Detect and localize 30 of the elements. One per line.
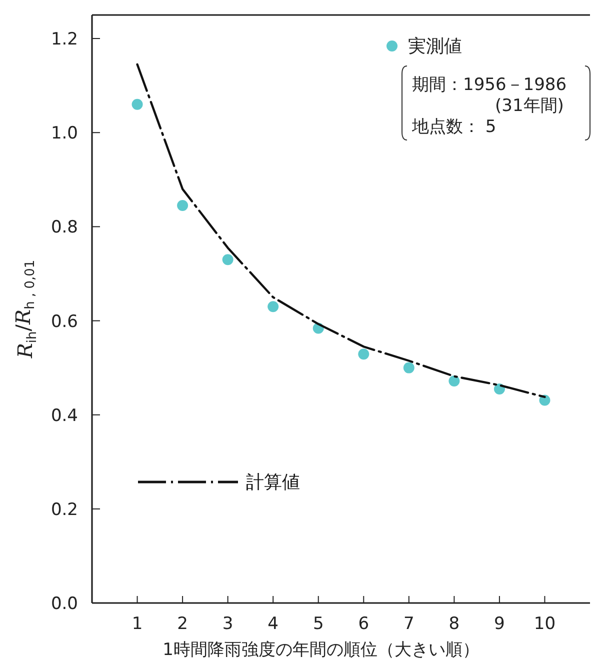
annotation: 地点数： 5 xyxy=(411,117,496,137)
x-tick-label: 3 xyxy=(222,614,234,634)
x-tick-label: 4 xyxy=(268,614,279,634)
y-tick-label: 0.2 xyxy=(50,500,78,520)
y-tick-label: 1.2 xyxy=(50,30,78,50)
point xyxy=(403,362,414,374)
x-tick-label: 6 xyxy=(358,614,370,634)
point xyxy=(222,254,234,266)
point xyxy=(268,301,279,312)
x-tick-label: 2 xyxy=(177,614,188,634)
note: 期間：1956－1986 (31年間) 地点数： 5 xyxy=(402,66,590,140)
x-tick-label: 5 xyxy=(312,614,324,634)
y-tick-label: 1.0 xyxy=(50,124,78,144)
point xyxy=(132,98,143,110)
point xyxy=(177,200,188,212)
y-tick-label: 0.8 xyxy=(50,218,78,238)
x-axis-title: 1時間降雨強度の年間の順位（大きい順） xyxy=(162,640,480,660)
x-tick-label: 1 xyxy=(132,614,143,634)
x-tick-label: 7 xyxy=(403,614,414,634)
x-tick-label: 9 xyxy=(494,614,505,634)
y-tick-label: 0.0 xyxy=(50,594,78,614)
point xyxy=(358,348,370,360)
y-tick-label: 0.6 xyxy=(50,312,78,332)
point xyxy=(448,375,460,386)
y-tick-label: 0.4 xyxy=(50,406,78,426)
annotation: (31年間) xyxy=(495,96,564,116)
annotation: 期間：1956－1986 xyxy=(412,75,567,95)
x-tick-label: 10 xyxy=(534,614,556,634)
legend-label: 実測値 xyxy=(408,36,462,57)
x-tick-label: 8 xyxy=(448,614,460,634)
